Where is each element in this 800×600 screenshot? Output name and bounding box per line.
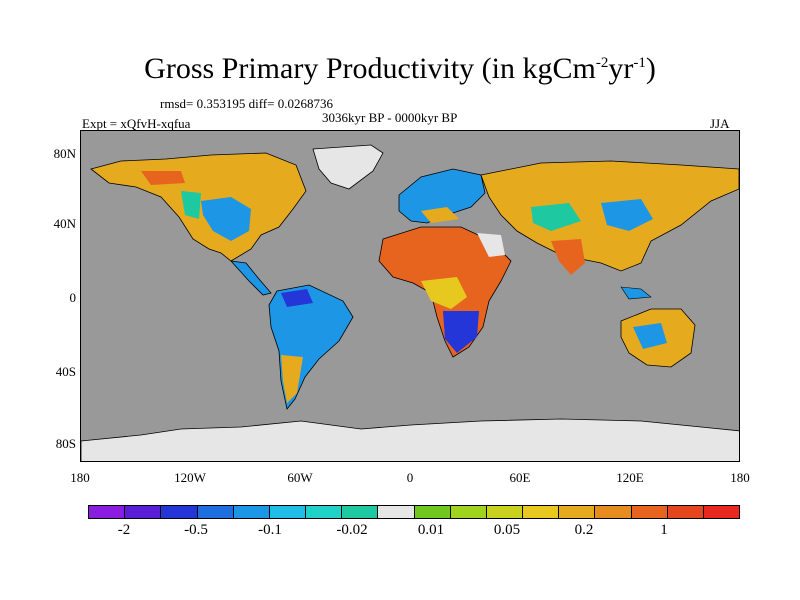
colorbar-segment bbox=[631, 506, 668, 518]
period-text: 3036kyr BP - 0000kyr BP bbox=[322, 110, 458, 125]
colorbar-segment bbox=[306, 506, 343, 518]
x-label-120e: 120E bbox=[616, 470, 644, 485]
y-label-0: 0 bbox=[69, 290, 77, 305]
colorbar-label: -0.02 bbox=[336, 522, 368, 538]
season-label: JJA bbox=[710, 116, 730, 131]
colorbar-segment bbox=[559, 506, 596, 518]
colorbar-segment bbox=[414, 506, 451, 518]
central-america bbox=[229, 260, 272, 296]
asia-india-patch bbox=[551, 239, 585, 275]
indonesia bbox=[620, 286, 652, 300]
x-label-0: 0 bbox=[406, 470, 414, 485]
x-label-60w: 60W bbox=[287, 470, 313, 485]
colorbar-segment bbox=[161, 506, 198, 518]
colorbar-segment bbox=[197, 506, 234, 518]
colorbar-segment bbox=[450, 506, 487, 518]
x-label-120w: 120W bbox=[174, 470, 206, 485]
colorbar-segment bbox=[486, 506, 524, 518]
africa-central-patch bbox=[421, 277, 467, 309]
europe bbox=[398, 168, 486, 224]
south-america bbox=[268, 284, 354, 410]
australia-patch bbox=[633, 323, 667, 349]
asia-central-patch bbox=[531, 203, 581, 231]
europe-south-patch bbox=[421, 207, 459, 223]
greenland-ice bbox=[312, 144, 384, 190]
stats-text: rmsd= 0.353195 diff= 0.0268736 bbox=[160, 96, 333, 111]
x-label-180e: 180 bbox=[730, 470, 750, 485]
y-label-80n: 80N bbox=[53, 146, 76, 161]
map-panel bbox=[80, 130, 740, 462]
sa-north-patch bbox=[281, 289, 313, 307]
x-label-180w: 180 bbox=[70, 470, 90, 485]
colorbar-label: 0.01 bbox=[417, 522, 445, 538]
africa-south-patch bbox=[443, 311, 479, 353]
experiment-label: Expt = xQfvH-xqfua bbox=[82, 116, 191, 131]
y-label-40n: 40N bbox=[53, 216, 76, 231]
colorbar-segment bbox=[703, 506, 740, 518]
antarctica-ice bbox=[81, 418, 739, 461]
colorbar-label: 0.05 bbox=[493, 522, 521, 538]
y-label-80s: 80S bbox=[55, 436, 76, 451]
colorbar-label: 0.2 bbox=[574, 522, 594, 538]
colorbar-segment bbox=[89, 506, 126, 518]
na-north-patch bbox=[141, 171, 185, 185]
x-label-60e: 60E bbox=[509, 470, 531, 485]
chart-title: Gross Primary Productivity (in kgCm-2yr-… bbox=[144, 52, 656, 85]
colorbar-label: -2 bbox=[117, 522, 131, 538]
colorbar-segment bbox=[269, 506, 307, 518]
colorbar-segment bbox=[342, 506, 379, 518]
colorbar-segment bbox=[378, 506, 415, 518]
africa-sahara-ice bbox=[477, 233, 505, 257]
colorbar-segment bbox=[595, 506, 632, 518]
colorbar bbox=[88, 505, 740, 519]
map-canvas bbox=[81, 144, 739, 461]
colorbar-segment bbox=[523, 506, 560, 518]
colorbar-label: -0.1 bbox=[258, 522, 282, 538]
asia-east-patch bbox=[601, 199, 653, 231]
colorbar-label: 1 bbox=[660, 522, 668, 538]
colorbar-segment bbox=[667, 506, 704, 518]
na-west-patch bbox=[181, 191, 201, 219]
colorbar-segment bbox=[233, 506, 270, 518]
colorbar-label: -0.5 bbox=[184, 522, 208, 538]
na-blue-patch bbox=[201, 197, 251, 241]
y-label-40s: 40S bbox=[55, 364, 76, 379]
colorbar-segment bbox=[125, 506, 162, 518]
sa-south-patch bbox=[281, 355, 303, 403]
